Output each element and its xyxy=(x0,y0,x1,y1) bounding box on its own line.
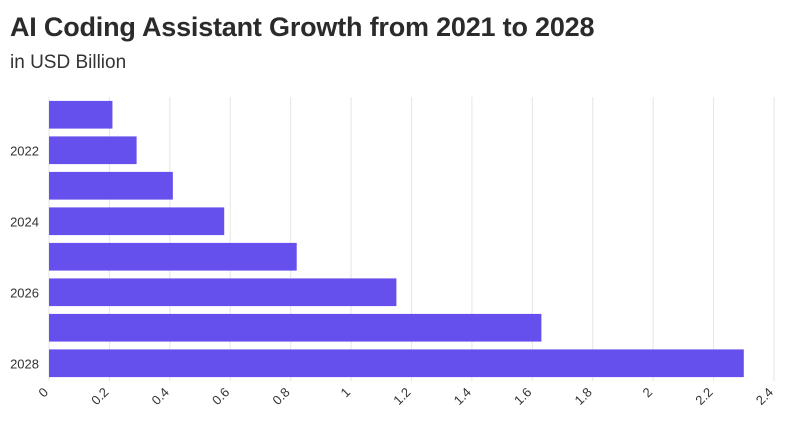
y-tick-label-2022: 2022 xyxy=(10,143,39,158)
bar-2023 xyxy=(49,171,173,200)
chart-subtitle: in USD Billion xyxy=(10,52,127,73)
x-tick-labels: 0 0.2 0.4 0.6 0.8 1 1.2 1.4 1.6 1.8 2 2.2 2.4 xyxy=(35,385,776,408)
y-tick-label-2026: 2026 xyxy=(10,285,39,300)
bars xyxy=(49,100,744,378)
bar-2028 xyxy=(49,349,744,378)
x-tick-label-2: 0.4 xyxy=(149,385,172,408)
chart-title: AI Coding Assistant Growth from 2021 to … xyxy=(10,12,595,42)
x-tick-label-1: 0.2 xyxy=(88,385,111,408)
bar-2027 xyxy=(49,313,542,342)
x-tick-label-6: 1.2 xyxy=(390,385,413,408)
x-tick-label-12: 2.4 xyxy=(753,385,776,408)
bar-2022 xyxy=(49,136,137,165)
bar-2025 xyxy=(49,242,297,271)
x-tick-label-4: 0.8 xyxy=(269,385,292,408)
x-tick-label-11: 2.2 xyxy=(692,385,715,408)
y-tick-label-2028: 2028 xyxy=(10,356,39,371)
x-tick-label-8: 1.6 xyxy=(511,385,534,408)
y-tick-labels: 2022 2024 2026 2028 xyxy=(10,143,39,371)
bar-2024 xyxy=(49,207,225,236)
x-tick-label-5: 1 xyxy=(337,385,353,401)
x-tick-label-10: 2 xyxy=(640,385,656,401)
y-tick-label-2024: 2024 xyxy=(10,214,39,229)
bar-2021 xyxy=(49,100,113,129)
x-tick-label-9: 1.8 xyxy=(571,385,594,408)
x-tick-label-0: 0 xyxy=(35,385,51,401)
x-tick-label-3: 0.6 xyxy=(209,385,232,408)
x-tick-label-7: 1.4 xyxy=(451,385,474,408)
bar-2026 xyxy=(49,278,397,307)
